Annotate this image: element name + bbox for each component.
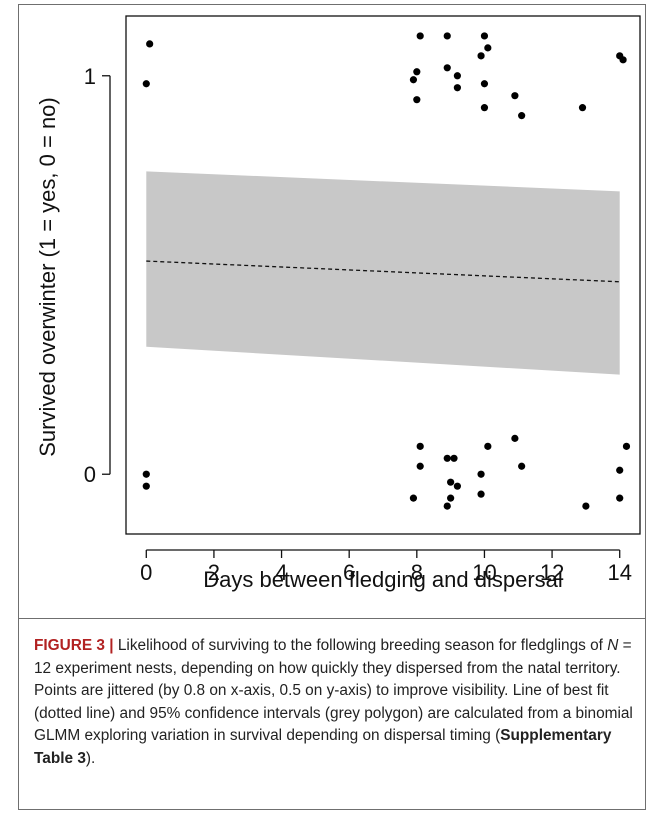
data-point — [443, 64, 451, 72]
data-point — [477, 490, 485, 498]
x-tick-label: 12 — [540, 560, 564, 585]
data-point — [416, 32, 424, 40]
caption-text-1: Likelihood of surviving to the following… — [113, 637, 608, 654]
fit-line — [146, 260, 620, 283]
fit-line-layer — [146, 260, 620, 283]
data-point — [518, 112, 526, 120]
caption-divider — [18, 618, 646, 619]
x-tick-label: 4 — [275, 560, 287, 585]
x-tick-label: 8 — [411, 560, 423, 585]
data-point — [142, 470, 150, 478]
data-point — [443, 454, 451, 462]
data-point — [142, 482, 150, 490]
data-point — [146, 40, 154, 48]
y-tick-label: 1 — [84, 64, 96, 89]
data-point — [518, 462, 526, 470]
data-point — [619, 56, 627, 64]
data-point — [416, 462, 424, 470]
x-tick-label: 2 — [208, 560, 220, 585]
data-point — [409, 494, 418, 502]
data-point — [484, 44, 492, 52]
data-points-layer — [142, 32, 631, 510]
data-point — [616, 466, 624, 474]
data-point — [511, 92, 519, 100]
figure-caption: FIGURE 3 | Likelihood of surviving to th… — [34, 635, 634, 771]
y-axis-title: Survived overwinter (1 = yes, 0 = no) — [35, 97, 60, 457]
y-tick-label: 0 — [84, 462, 96, 487]
data-point — [480, 80, 489, 88]
data-point — [480, 32, 489, 40]
data-point — [416, 442, 424, 450]
data-point — [582, 502, 590, 510]
caption-text-2: = 12 experiment nests, depending on how … — [34, 637, 633, 745]
data-point — [477, 52, 485, 60]
figure-label: FIGURE 3 | — [34, 637, 114, 654]
data-point — [409, 76, 418, 84]
data-point — [453, 84, 461, 92]
supplementary-reference: Supplementary Table 3 — [34, 727, 612, 767]
data-point — [453, 72, 461, 80]
data-point — [447, 478, 455, 486]
n-symbol: N — [607, 637, 619, 654]
data-point — [477, 470, 485, 478]
plot-border — [125, 15, 641, 535]
figure-frame — [18, 4, 646, 810]
data-point — [413, 96, 421, 104]
data-point — [453, 482, 461, 490]
data-point — [443, 502, 451, 510]
x-axis-title: Days between fledging and dispersal — [203, 567, 563, 592]
data-point — [484, 442, 492, 450]
data-point — [616, 494, 624, 502]
data-point — [413, 68, 421, 76]
x-tick-label: 14 — [607, 560, 631, 585]
data-point — [142, 80, 150, 88]
data-point — [511, 434, 519, 442]
chart: 0 2 4 6 8 10 12 14 0 1 Days between fledging and … — [35, 15, 641, 592]
data-point — [480, 104, 489, 112]
axes-layer: 0 2 4 6 8 10 12 14 0 1 — [84, 15, 641, 585]
caption-text-end: ). — [85, 749, 96, 767]
x-tick-label: 6 — [343, 560, 355, 585]
x-tick-label: 0 — [140, 560, 152, 585]
confidence-band — [146, 171, 620, 375]
confidence-band-layer — [146, 171, 620, 375]
data-point — [622, 442, 631, 450]
data-point — [578, 104, 587, 112]
data-point — [447, 494, 455, 502]
data-point — [450, 454, 458, 462]
data-point — [443, 32, 451, 40]
x-tick-label: 10 — [472, 560, 496, 585]
